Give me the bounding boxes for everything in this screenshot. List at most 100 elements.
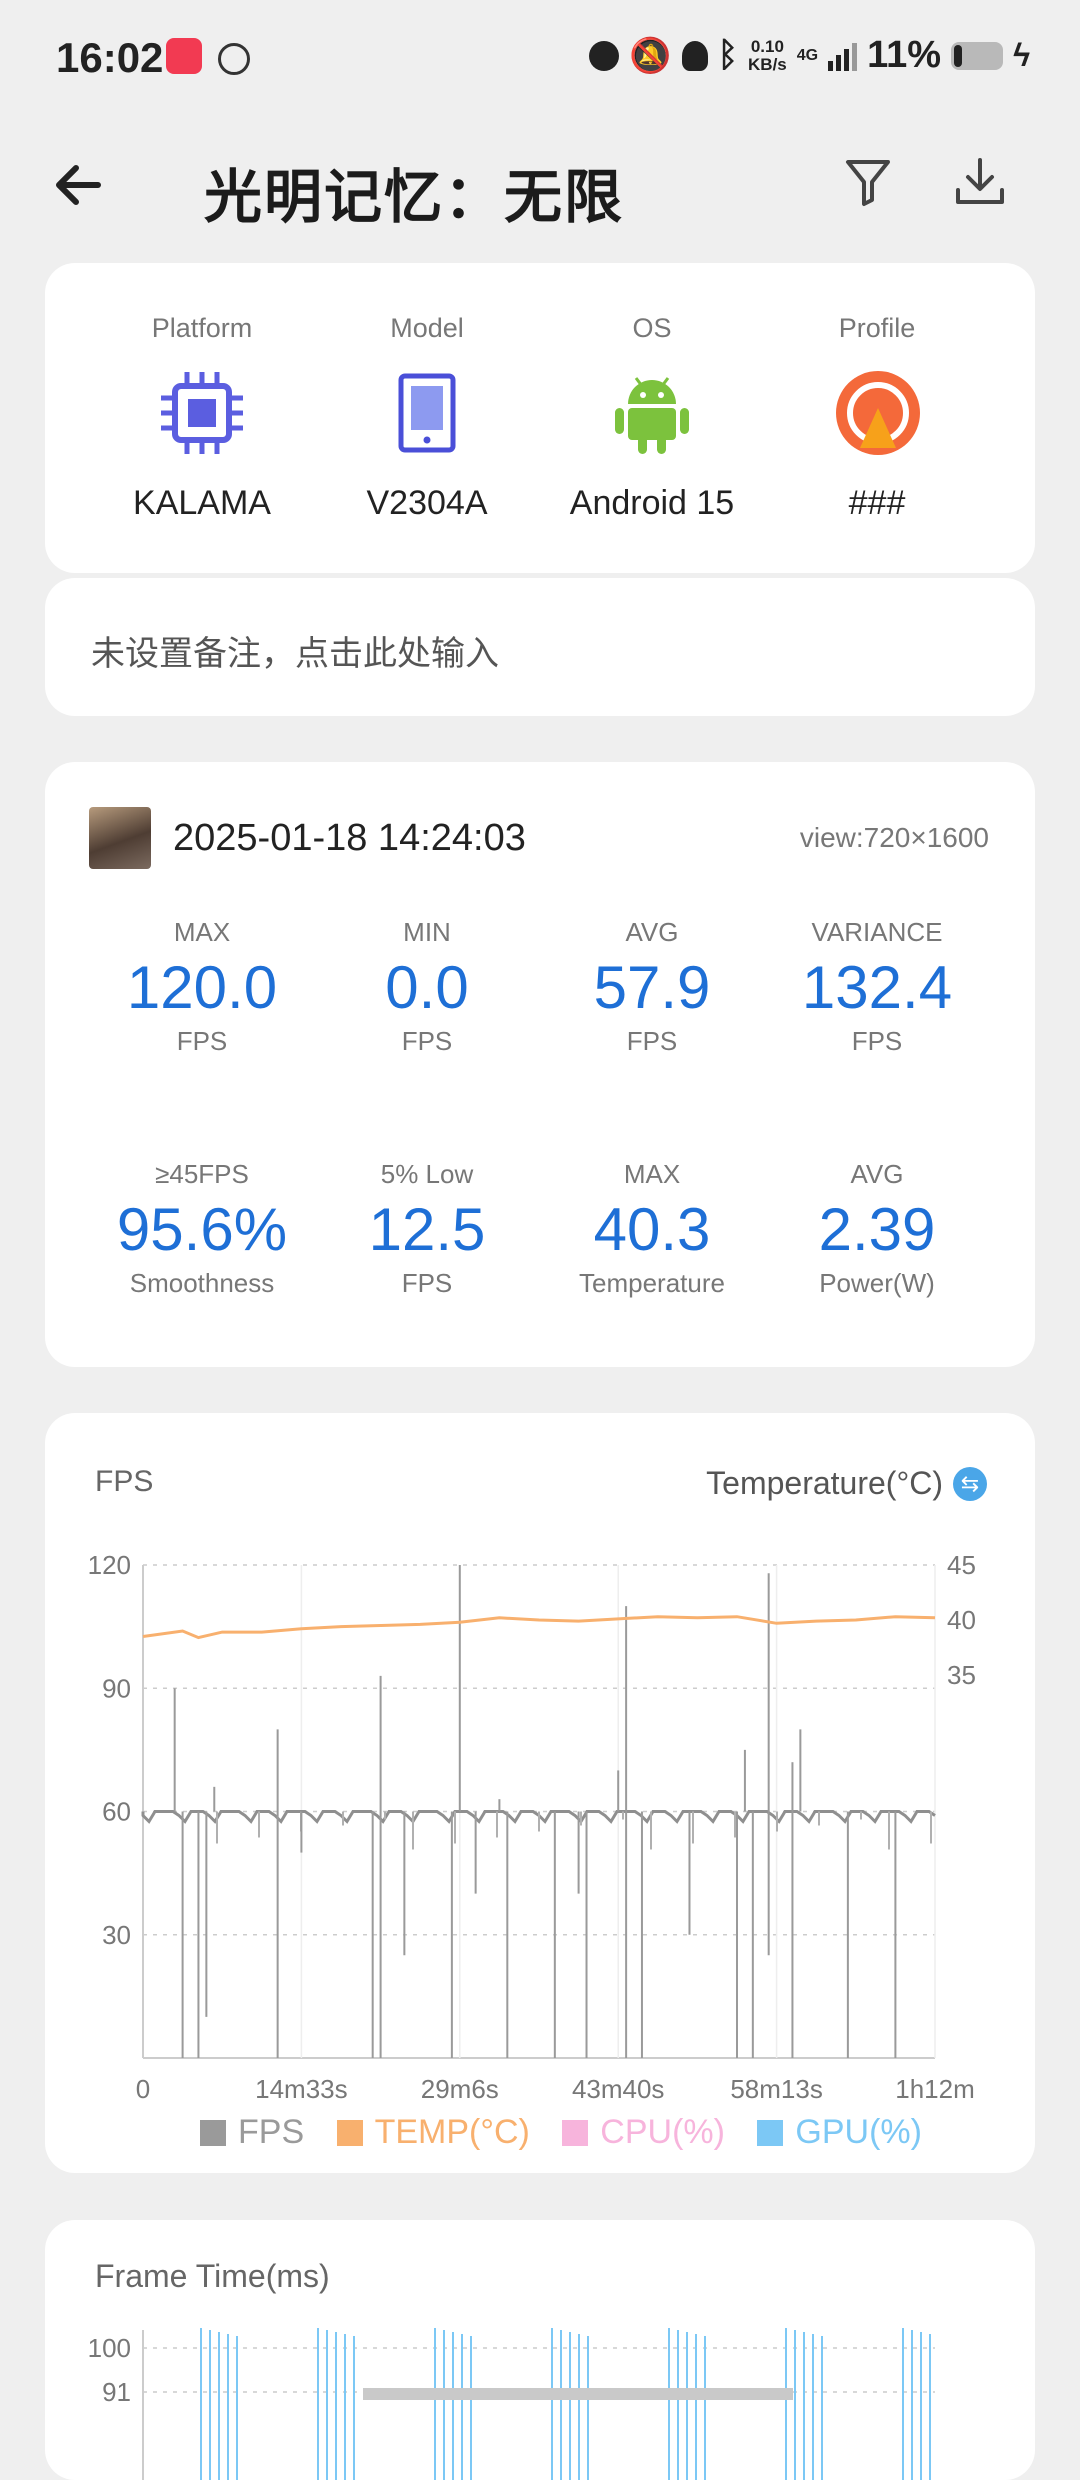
status-right: 🔕 ᛒ 0.10 KB/s 4G 11% ϟ <box>589 34 1030 77</box>
stat-unit: Power(W) <box>819 1268 935 1298</box>
session-stats-card: 2025-01-18 14:24:03 view:720×1600 MAX 12… <box>45 762 1035 1367</box>
x-tick-label: 29m6s <box>421 2074 499 2104</box>
stat-value: 12.5 <box>368 1196 486 1263</box>
chip-icon <box>161 372 243 454</box>
model-label: Model <box>390 313 464 343</box>
y-right-tick-label: 40 <box>947 1605 976 1635</box>
temp-series-line <box>142 1615 936 1640</box>
fps-chart-legend: FPS TEMP(°C) CPU(%) GPU(%) <box>200 2113 950 2152</box>
profile-icon <box>836 371 920 455</box>
legend-fps[interactable]: FPS <box>200 2113 304 2152</box>
y-tick-label: 30 <box>102 1920 131 1950</box>
stat-unit: FPS <box>626 1026 678 1056</box>
status-time: 16:02 <box>56 34 164 81</box>
x-tick-label: 1h12m <box>895 2074 975 2104</box>
alarm-icon <box>589 40 620 71</box>
legend-temp[interactable]: TEMP(°C) <box>336 2113 530 2152</box>
stat-unit: FPS <box>401 1026 453 1056</box>
stat-unit: FPS <box>851 1026 903 1056</box>
stat-value: 40.3 <box>593 1196 711 1263</box>
stat-unit: Smoothness <box>129 1268 275 1298</box>
legend-cpu[interactable]: CPU(%) <box>562 2113 725 2152</box>
y-tick-label: 120 <box>88 1550 131 1580</box>
profile-col: Profile ### <box>767 313 987 523</box>
download-icon <box>956 158 1004 204</box>
stat-value: 95.6% <box>116 1196 288 1263</box>
stat-smoothness: ≥45FPS 95.6% Smoothness <box>92 1159 312 1299</box>
swap-axis-icon[interactable]: ⇆ <box>953 1467 987 1501</box>
bluetooth-icon: ᛒ <box>717 36 739 74</box>
y-tick-label: 91 <box>102 2377 131 2407</box>
person-icon <box>681 40 708 71</box>
x-tick-label: 14m33s <box>255 2074 348 2104</box>
y-right-tick-label: 45 <box>947 1550 976 1580</box>
stat-label: MIN <box>403 917 451 947</box>
stat-label: ≥45FPS <box>155 1159 249 1189</box>
stat-value: 2.39 <box>818 1196 936 1263</box>
clock-icon <box>218 43 250 75</box>
filter-button[interactable] <box>840 152 896 212</box>
stat-unit: FPS <box>176 1026 228 1056</box>
os-col: OS Android 15 <box>542 313 762 523</box>
session-view: view:720×1600 <box>799 822 989 853</box>
net-speed: 0.10 KB/s <box>748 36 787 74</box>
game-avatar <box>89 807 151 869</box>
y-tick-label: 90 <box>102 1673 131 1703</box>
frame-time-card: Frame Time(ms) 100 91 <box>45 2220 1035 2480</box>
page-title: 光明记忆：无限 <box>204 165 625 230</box>
os-label: OS <box>632 313 672 343</box>
stat-5pct-low: 5% Low 12.5 FPS <box>317 1159 537 1299</box>
device-info-card: Platform KALAMA Model V2304A OS Android … <box>45 263 1035 573</box>
stat-label: 5% Low <box>380 1159 474 1189</box>
profile-label: Profile <box>838 313 916 343</box>
stat-label: VARIANCE <box>811 917 943 947</box>
stat-unit: FPS <box>401 1268 453 1298</box>
frame-time-title: Frame Time(ms) <box>95 2258 330 2294</box>
note-input-card[interactable]: 未设置备注，点击此处输入 <box>45 578 1035 716</box>
stat-value: 120.0 <box>126 954 278 1021</box>
download-button[interactable] <box>950 152 1010 212</box>
charging-icon: ϟ <box>1013 37 1030 73</box>
frame-time-band <box>363 2388 793 2400</box>
legend-gpu[interactable]: GPU(%) <box>757 2113 922 2152</box>
stat-label: MAX <box>173 917 231 947</box>
x-tick-label: 43m40s <box>572 2074 665 2104</box>
stat-variance: VARIANCE 132.4 FPS <box>767 917 987 1057</box>
session-datetime: 2025-01-18 14:24:03 <box>173 817 526 859</box>
profile-value: ### <box>848 484 906 522</box>
stat-label: AVG <box>625 917 679 947</box>
stat-avg-fps: AVG 57.9 FPS <box>542 917 762 1057</box>
platform-value: KALAMA <box>133 484 271 522</box>
back-button[interactable] <box>50 155 110 215</box>
model-col: Model V2304A <box>317 313 537 523</box>
fps-chart-svg: 120 90 60 30 45 40 35 0 14m33s 29m6s 43m40s 58m13s 1… <box>88 1550 976 2104</box>
y-tick-label: 100 <box>88 2333 131 2363</box>
stat-max-fps: MAX 120.0 FPS <box>92 917 312 1057</box>
phone-icon <box>398 373 456 453</box>
app-notification-icon <box>166 38 202 74</box>
battery-icon <box>951 41 1004 70</box>
stat-label: AVG <box>850 1159 904 1189</box>
mute-icon: 🔕 <box>629 36 672 75</box>
android-icon <box>615 377 689 454</box>
filter-icon <box>846 160 890 206</box>
network-type: 4G <box>796 46 819 64</box>
stat-value: 57.9 <box>593 954 711 1021</box>
signal-icon <box>828 41 858 71</box>
stat-min-fps: MIN 0.0 FPS <box>317 917 537 1057</box>
platform-col: Platform KALAMA <box>92 313 312 523</box>
fps-chart-card: FPS Temperature(°C) ⇆ 120 90 60 30 45 40 35 0 14… <box>45 1413 1035 2173</box>
platform-label: Platform <box>151 313 253 343</box>
stat-label: MAX <box>623 1159 681 1189</box>
fps-series-line <box>141 1810 936 1824</box>
y-tick-label: 60 <box>102 1797 131 1827</box>
note-placeholder: 未设置备注，点击此处输入 <box>91 635 499 673</box>
battery-percent: 11% <box>867 34 942 76</box>
y-right-tick-label: 35 <box>947 1660 976 1690</box>
stat-value: 132.4 <box>801 954 953 1021</box>
stat-avg-power: AVG 2.39 Power(W) <box>767 1159 987 1299</box>
model-value: V2304A <box>366 484 488 522</box>
x-tick-label: 0 <box>136 2074 150 2104</box>
fps-chart-right-title: Temperature(°C) <box>706 1465 943 1501</box>
